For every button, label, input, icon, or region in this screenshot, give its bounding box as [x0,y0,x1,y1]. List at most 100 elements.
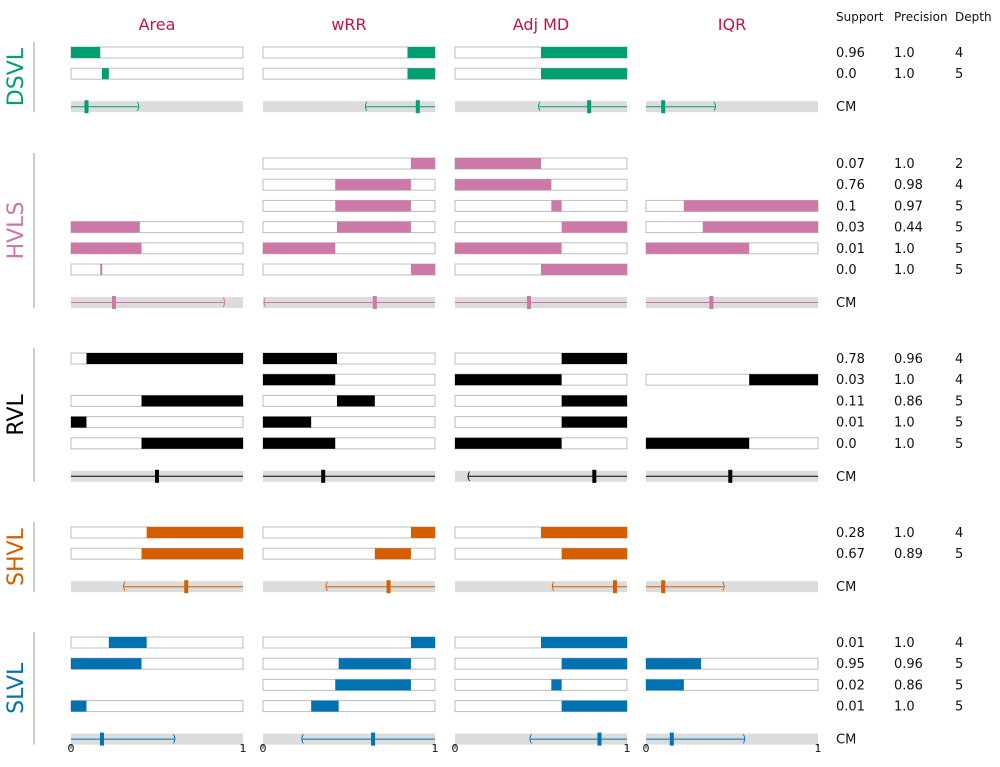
rule-precision: 1.0 [894,636,915,651]
cm-range-open: ( [364,100,368,113]
rule-bar-fill [335,200,411,212]
stats-header: Precision [894,10,948,24]
x-tick-label: 0 [68,742,75,755]
rule-support: 0.0 [836,67,857,82]
rule-bar-fill [410,637,435,648]
cm-range-open: ( [529,732,533,745]
rule-bar-track [262,526,436,539]
rule-depth: 5 [955,700,963,715]
rule-support: 0.67 [836,547,865,562]
rule-bar-fill [71,700,87,712]
rule-precision: 1.0 [894,526,915,541]
rule-depth: 4 [955,46,963,61]
cm-label: CM [836,580,856,595]
rule-support: 0.0 [836,263,857,278]
x-tick-label: 0 [452,742,459,755]
rule-depth: 5 [955,67,963,82]
rule-bar-fill [71,658,142,670]
cm-label: CM [836,470,856,485]
rule-bar-fill [338,658,411,670]
cm-marker [669,732,674,746]
cm-marker [321,469,326,483]
cm-range-close: ) [222,296,226,309]
rule-bar-fill [71,416,87,428]
rule-bar-fill [646,679,684,691]
cm-range-open: ( [122,580,126,593]
rule-depth: 5 [955,437,963,452]
cm-track [455,581,627,593]
rule-bar-fill [335,679,411,691]
rule-depth: 5 [955,678,963,693]
rule-depth: 5 [955,263,963,278]
rule-precision: 1.0 [894,67,915,82]
rule-bar-fill [561,353,627,364]
cm-marker [587,100,592,114]
rule-bar-fill [71,242,142,254]
cm-marker [728,469,733,483]
rule-bar-fill [311,700,339,712]
cm-track [263,101,435,113]
rule-bar-track [262,700,436,713]
cm-track [646,101,818,113]
rule-bar-fill [551,679,562,691]
cm-range-open: ( [537,100,541,113]
rule-support: 0.01 [836,636,865,651]
cm-range-open: ( [263,296,267,309]
rule-bar-track [454,678,628,691]
cm-range-close: ) [742,732,746,745]
rule-bar-fill [263,242,336,254]
rule-bar-fill [101,68,109,80]
rule-precision: 1.0 [894,242,915,257]
rule-support: 0.07 [836,157,865,172]
rule-bar-track [454,199,628,212]
rule-depth: 4 [955,178,963,193]
column-header: IQR [718,15,746,34]
rule-bar-fill [455,437,562,449]
rule-bar-fill [108,637,147,648]
rule-depth: 4 [955,373,963,388]
cm-marker [184,580,189,594]
cm-marker [597,732,602,746]
rule-bar-fill [551,200,562,212]
group-label: RVL [4,393,29,435]
rule-bar-fill [410,527,435,538]
rule-precision: 1.0 [894,157,915,172]
cm-range-open: ( [551,580,555,593]
rule-bar-fill [455,158,541,169]
rule-bar-fill [541,264,627,275]
rule-support: 0.11 [836,394,865,409]
rule-depth: 4 [955,526,963,541]
rule-bar-fill [561,416,627,428]
rule-precision: 0.86 [894,394,923,409]
rule-support: 0.95 [836,657,865,672]
rule-bar-fill [561,658,627,670]
cm-range-close: ) [136,100,140,113]
cm-marker [155,469,159,483]
cm-marker [526,296,531,309]
rule-bar-fill [646,437,750,449]
rule-bar-fill [263,374,336,386]
cm-marker [112,296,116,309]
rule-precision: 1.0 [894,700,915,715]
rule-bar-fill [561,700,627,712]
rule-bar-fill [141,395,243,407]
cm-marker [661,580,666,594]
cm-range-open: ( [300,732,304,745]
rule-support: 0.03 [836,373,865,388]
rule-precision: 0.96 [894,657,923,672]
stats-header: Support [836,10,884,24]
rule-bar-track [262,636,436,649]
rule-support: 0.76 [836,178,865,193]
rule-depth: 5 [955,416,963,431]
rule-bar-fill [455,242,562,254]
rule-bar-fill [455,179,552,191]
rule-bar-fill [141,437,243,449]
rule-bar-fill [374,548,411,560]
rule-bar-track [70,636,244,649]
rule-precision: 0.98 [894,178,923,193]
rule-bar-fill [263,437,336,449]
rule-bar-fill [141,548,243,560]
rule-depth: 2 [955,157,963,172]
column-header: Area [139,15,176,34]
cm-label: CM [836,733,856,748]
